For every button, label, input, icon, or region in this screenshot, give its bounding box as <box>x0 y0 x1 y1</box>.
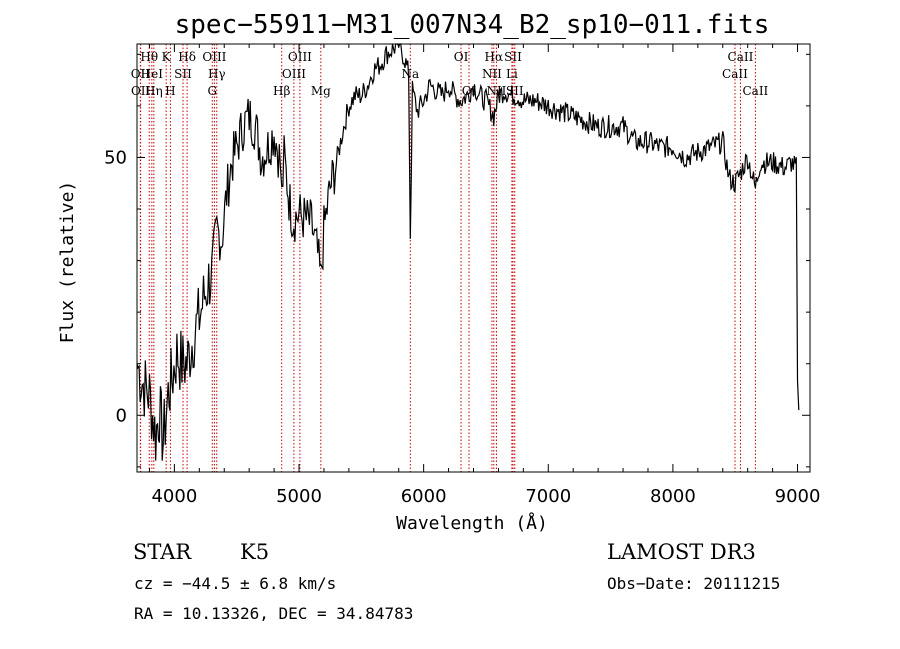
line-label: Hδ <box>178 50 196 64</box>
redshift-text: cz = −44.5 ± 6.8 km/s <box>134 574 337 593</box>
y-tick-label: 0 <box>116 405 127 426</box>
line-markers <box>139 44 756 472</box>
subclass: K5 <box>240 540 270 564</box>
coordinates: RA = 10.13326, DEC = 34.84783 <box>134 604 414 623</box>
line-label: Hγ <box>208 67 226 81</box>
line-label: H <box>165 84 175 98</box>
line-label: OIII <box>288 50 312 64</box>
line-label: Li <box>506 67 518 81</box>
x-tick-label: 5000 <box>276 486 322 507</box>
x-tick-label: 8000 <box>650 486 696 507</box>
line-label: OII <box>131 84 151 98</box>
spectrum-curve <box>136 43 800 461</box>
x-tick-label: 9000 <box>775 486 821 507</box>
line-label: Na <box>401 67 419 81</box>
line-label: Hθ <box>140 50 158 64</box>
line-label: NII <box>482 67 502 81</box>
obs-date: Obs−Date: 20111215 <box>607 574 781 593</box>
line-label: Mg <box>311 84 331 98</box>
line-labels: OII OII Hθ HeI Hη K H SII Hδ OIII Hγ G Hβ OIII OIII Mg N… <box>131 50 769 98</box>
chart-title: spec−55911−M31_007N34_B2_sp10−011.fits <box>175 10 770 40</box>
x-tick-label: 7000 <box>525 486 571 507</box>
line-label: OIII <box>202 50 226 64</box>
line-label: G <box>207 84 217 98</box>
line-label: SII <box>504 50 522 64</box>
line-label: SII <box>174 67 192 81</box>
x-axis: 4000 5000 6000 7000 8000 9000 <box>148 44 821 507</box>
line-label: CaII <box>722 67 748 81</box>
survey-name: LAMOST DR3 <box>607 540 756 564</box>
line-label: Hα <box>485 50 504 64</box>
line-label: Hβ <box>273 84 290 98</box>
line-label: OI <box>454 50 469 64</box>
x-axis-label: Wavelength (Å) <box>396 512 548 534</box>
line-label: HeI <box>141 67 164 81</box>
line-label: CaII <box>728 50 754 64</box>
line-label: OII <box>131 67 151 81</box>
object-class: STAR <box>133 540 192 564</box>
line-label: Hη <box>145 84 163 98</box>
y-axis: 050100 <box>104 53 810 468</box>
x-tick-label: 6000 <box>401 486 447 507</box>
line-label: CaII <box>742 84 768 98</box>
x-tick-label: 4000 <box>151 486 197 507</box>
plot-frame <box>136 43 811 473</box>
y-axis-label: Flux (relative) <box>57 181 78 344</box>
line-label: OIII <box>282 67 306 81</box>
line-label: K <box>162 50 172 64</box>
y-tick-label: 50 <box>104 147 127 168</box>
